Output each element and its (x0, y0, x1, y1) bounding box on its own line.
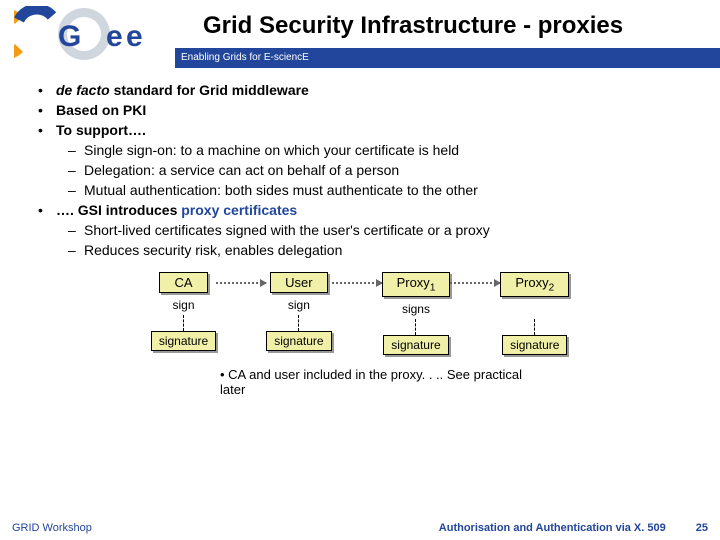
ca-box: CA (159, 272, 207, 293)
bullet-3-2: – Delegation: a service can act on behal… (68, 162, 700, 178)
proxy-diagram: CA sign signature User sign signature Pr… (20, 272, 700, 355)
footer-center: Authorisation and Authentication via X. … (92, 522, 696, 534)
bottom-note: • CA and user included in the proxy. . .… (220, 367, 640, 397)
bullet-text: Delegation: a service can act on behalf … (84, 162, 399, 178)
proxy-box: Proxy2 (500, 272, 569, 297)
note-bullet: • (220, 367, 228, 382)
note-text-b: later (220, 382, 245, 397)
signature-box: signature (266, 331, 331, 351)
bullet-3: • To support…. (38, 122, 700, 138)
signature-box: signature (383, 335, 448, 355)
diagram-col-proxy1: Proxy1 signs signature (382, 272, 451, 355)
bullet-highlight: proxy certificates (181, 202, 297, 218)
slide-header: G e e Grid Security Infrastructure - pro… (0, 0, 720, 68)
arrow-right-icon (332, 282, 382, 284)
bullet-text: Reduces security risk, enables delegatio… (84, 242, 342, 258)
signature-box: signature (151, 331, 216, 351)
vertical-connector (298, 315, 299, 331)
note-text-a: CA and user included in the proxy. . .. … (228, 367, 522, 382)
svg-text:G: G (58, 20, 81, 53)
bullet-dash: – (68, 142, 84, 158)
proxy-box: Proxy1 (382, 272, 451, 297)
vertical-connector (183, 315, 184, 331)
bullet-text: Based on PKI (56, 102, 146, 118)
slide-title: Grid Security Infrastructure - proxies (175, 0, 720, 40)
proxy-label: Proxy (515, 275, 548, 290)
page-number: 25 (696, 522, 708, 534)
bullet-dot: • (38, 82, 56, 98)
diagram-col-ca: CA sign signature (151, 272, 216, 355)
bullet-3-3: – Mutual authentication: both sides must… (68, 182, 700, 198)
edge-label (533, 302, 536, 316)
bullet-text: Mutual authentication: both sides must a… (84, 182, 478, 198)
diagram-col-proxy2: Proxy2 signature (500, 272, 569, 355)
arrow-right-icon (450, 282, 500, 284)
subtitle-bar: Enabling Grids for E-sciencE (175, 48, 720, 68)
bullet-text: Single sign-on: to a machine on which yo… (84, 142, 459, 158)
bullet-3-1: – Single sign-on: to a machine on which … (68, 142, 700, 158)
content-area: • de facto standard for Grid middleware … (0, 68, 720, 397)
vertical-connector (534, 319, 535, 335)
signature-box: signature (502, 335, 567, 355)
bullet-4: • …. GSI introduces proxy certificates (38, 202, 700, 218)
edge-label: sign (288, 298, 310, 312)
bullet-dash: – (68, 242, 84, 258)
bullet-prefix: …. GSI introduces (56, 202, 181, 218)
bullet-dash: – (68, 222, 84, 238)
svg-text:e: e (126, 20, 143, 53)
diagram-row: CA sign signature User sign signature Pr… (151, 272, 569, 355)
bullet-italic: de facto (56, 82, 110, 98)
bullet-dash: – (68, 162, 84, 178)
bullet-text: Short-lived certificates signed with the… (84, 222, 490, 238)
bullet-2: • Based on PKI (38, 102, 700, 118)
vertical-connector (415, 319, 416, 335)
bullet-dot: • (38, 102, 56, 118)
diagram-col-user: User sign signature (266, 272, 331, 355)
bullet-4-1: – Short-lived certificates signed with t… (68, 222, 700, 238)
footer-left: GRID Workshop (12, 522, 92, 534)
bullet-dot: • (38, 122, 56, 138)
bullet-dot: • (38, 202, 56, 218)
user-box: User (270, 272, 327, 293)
edge-label: sign (173, 298, 195, 312)
slide-footer: GRID Workshop Authorisation and Authenti… (0, 522, 720, 534)
bullet-suffix: standard for Grid middleware (110, 82, 309, 98)
bullet-dash: – (68, 182, 84, 198)
bullet-text: To support…. (56, 122, 146, 138)
arrow-right-icon (216, 282, 266, 284)
egee-logo: G e e (14, 6, 164, 62)
bullet-text: …. GSI introduces proxy certificates (56, 202, 297, 218)
subscript: 1 (430, 283, 436, 294)
proxy-label: Proxy (397, 275, 430, 290)
edge-label: signs (402, 302, 430, 316)
logo-area: G e e (0, 0, 175, 68)
bullet-4-2: – Reduces security risk, enables delegat… (68, 242, 700, 258)
svg-text:e: e (106, 20, 123, 53)
bullet-text: de facto standard for Grid middleware (56, 82, 309, 98)
bullet-1: • de facto standard for Grid middleware (38, 82, 700, 98)
subscript: 2 (549, 283, 555, 294)
